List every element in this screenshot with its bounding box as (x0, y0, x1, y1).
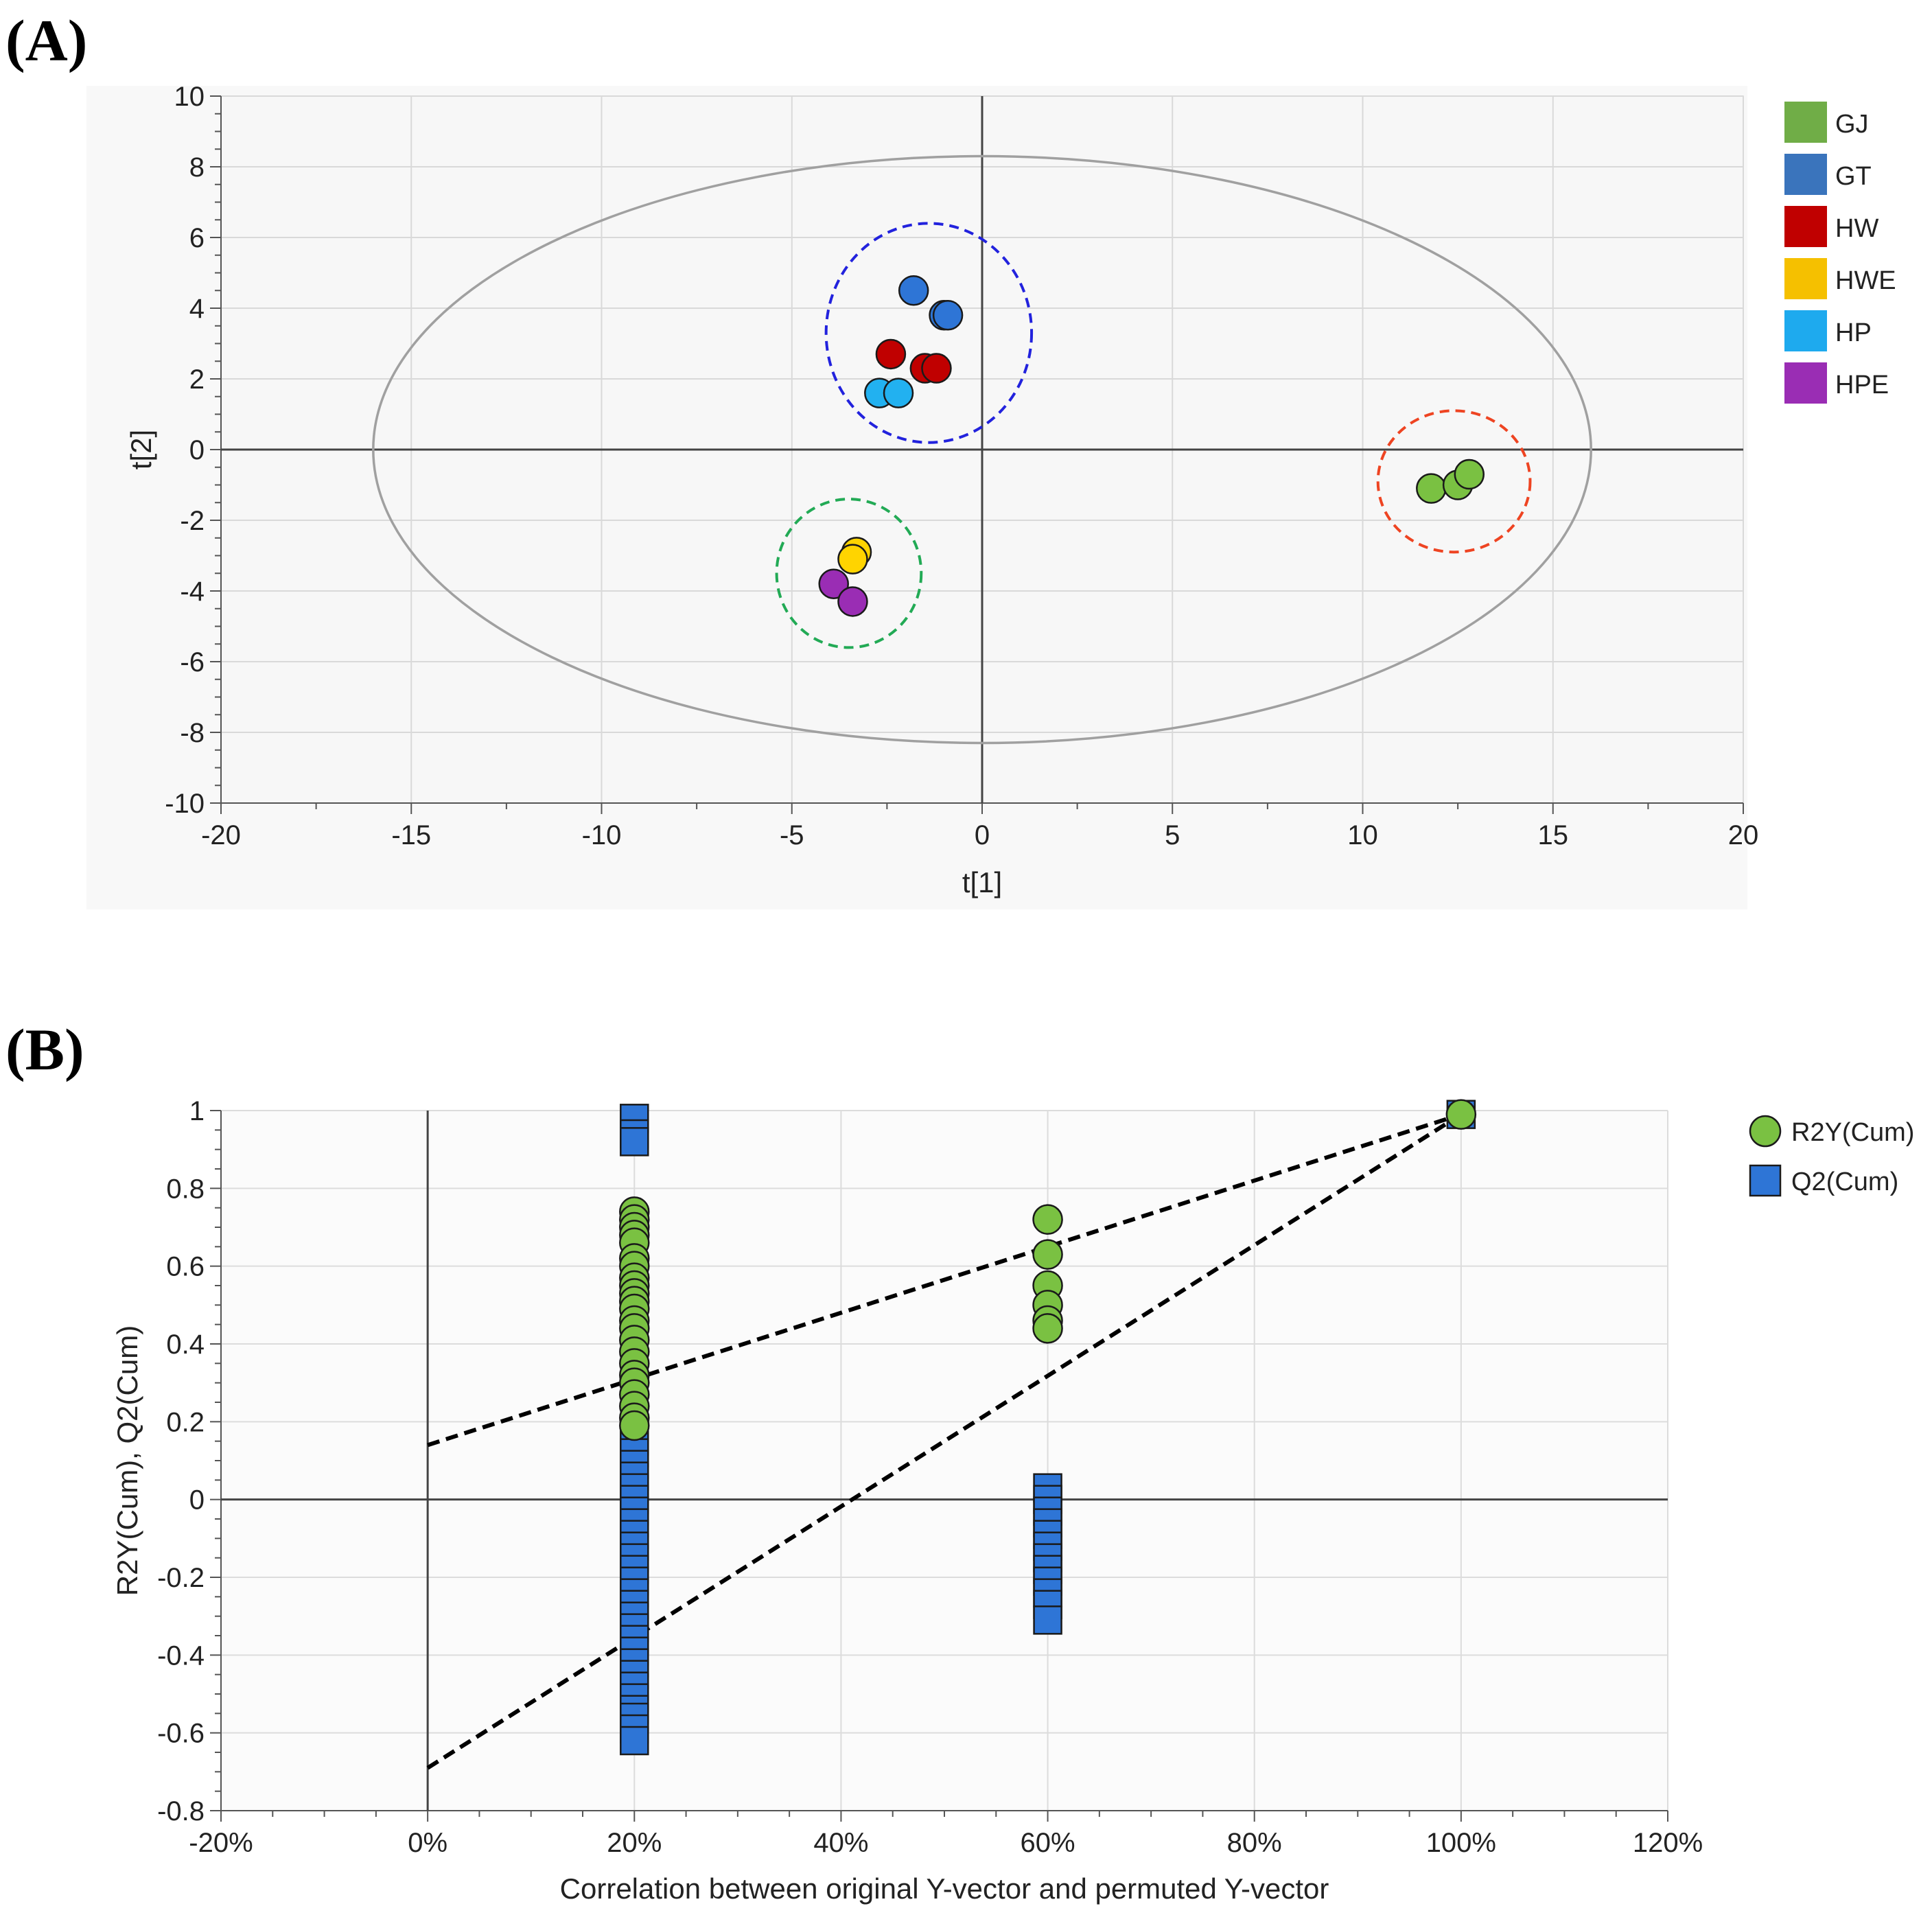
group-circle-1 (824, 222, 1034, 444)
legend-swatch-hpe (1784, 362, 1827, 404)
x-tick-label: 100% (1426, 1828, 1496, 1858)
y-tick-label: 0.4 (166, 1330, 205, 1360)
x-tick-label: 10 (1347, 820, 1378, 850)
point-hw (921, 353, 952, 384)
panel-a: (A) -20 -15 -10 -5 0 5 10 15 201086420-2-4-6-8-1… (5, 8, 1896, 909)
point-gt (932, 300, 964, 331)
plot-b-area (221, 1111, 1668, 1811)
y-tick-label: -8 (180, 718, 205, 748)
group-circle-3 (1376, 409, 1532, 554)
legend-swatch-hp (1784, 310, 1827, 351)
legend-label-hwe: HWE (1835, 266, 1896, 295)
x-tick-label: 0 (975, 820, 990, 850)
x-tick-label: 40% (813, 1828, 868, 1858)
point-hwe (837, 544, 868, 574)
r2y-point (1032, 1204, 1063, 1235)
x-tick-label: 15 (1538, 820, 1569, 850)
y-tick-label: -0.6 (157, 1719, 205, 1749)
x-tick-label: -20 (201, 820, 241, 850)
y-tick-label: -10 (165, 789, 205, 819)
plot-b-x-axis-label: Correlation between original Y-vector an… (560, 1872, 1329, 1905)
plot-a-axes (210, 95, 1744, 814)
y-tick-label: 8 (189, 152, 205, 183)
y-tick-label: -0.4 (157, 1640, 205, 1671)
point-hp (883, 378, 914, 408)
legend-label-hw: HW (1835, 214, 1878, 243)
hotelling-ellipse (372, 154, 1592, 745)
r2y-point (1032, 1313, 1063, 1344)
r2y-point (1032, 1239, 1063, 1270)
y-tick-label: -2 (180, 506, 205, 536)
y-tick-label: -0.2 (157, 1563, 205, 1593)
legend-label-q2: Q2(Cum) (1791, 1168, 1898, 1196)
y-tick-label: 2 (189, 364, 205, 395)
x-tick-label: 0% (408, 1828, 447, 1858)
legend-swatch-gt (1784, 154, 1827, 195)
plot-b-marks (619, 1099, 1477, 1756)
plot-b-regression-lines (426, 1112, 1463, 1770)
legend-swatch-hw (1784, 206, 1827, 247)
panel-a-label: (A) (5, 8, 87, 73)
y-tick-label: 1 (189, 1096, 205, 1126)
q2-point (1033, 1605, 1062, 1635)
point-hw (875, 338, 907, 370)
legend-label-gj: GJ (1835, 110, 1869, 139)
q2-point (620, 1127, 649, 1157)
plot-a-legend: GJ GT HW HWE HP HPE (1784, 102, 1896, 404)
y-tick-label: 0 (189, 1485, 205, 1516)
regression-line-r2y-cum- (427, 1112, 1462, 1448)
legend-label-r2y: R2Y(Cum) (1791, 1118, 1914, 1147)
legend-swatch-hwe (1784, 258, 1827, 299)
q2-point (620, 1726, 649, 1756)
plot-a-marks (818, 275, 1485, 617)
panel-b: (B) -20% 0% 20% 40% 60% 80% 100% 120% 1 0.8 0.6 0.4… (5, 1017, 1914, 1905)
y-tick-label: 0.8 (166, 1174, 205, 1204)
legend-label-hpe: HPE (1835, 371, 1889, 399)
point-hpe (818, 568, 849, 599)
r2y-point (1445, 1099, 1477, 1130)
x-tick-label: -20% (189, 1828, 253, 1858)
legend-label-gt: GT (1835, 162, 1872, 191)
plot-b-y-axis-label: R2Y(Cum), Q2(Cum) (111, 1325, 143, 1596)
legend-marker-r2y (1749, 1115, 1782, 1148)
x-tick-label: 5 (1165, 820, 1180, 850)
legend-label-hp: HP (1835, 318, 1872, 347)
y-tick-label: 0.2 (166, 1407, 205, 1437)
panel-b-label: (B) (5, 1017, 84, 1082)
y-tick-label: 0.6 (166, 1252, 205, 1282)
plot-a-y-axis-label: t[2] (125, 430, 157, 469)
legend-marker-q2 (1749, 1164, 1782, 1197)
y-tick-label: -6 (180, 647, 205, 677)
legend-swatch-gj (1784, 102, 1827, 143)
x-tick-label: 20% (607, 1828, 662, 1858)
y-tick-label: 6 (189, 223, 205, 253)
point-gj (1416, 473, 1447, 504)
x-tick-label: 60% (1021, 1828, 1075, 1858)
x-tick-label: 120% (1633, 1828, 1703, 1858)
point-gt (898, 275, 929, 306)
plot-b-tick-labels: -20% 0% 20% 40% 60% 80% 100% 120% 1 0.8 0.6 0.4 0.2 0… (157, 1096, 1703, 1858)
plot-b-axes (210, 1110, 1668, 1822)
regression-line-q2-cum- (426, 1113, 1463, 1770)
y-tick-label: 10 (174, 82, 205, 112)
plot-a-x-axis-label: t[1] (962, 866, 1002, 898)
plot-b-legend: R2Y(Cum) Q2(Cum) (1749, 1115, 1914, 1197)
point-gj (1454, 459, 1485, 490)
x-tick-label: -5 (780, 820, 804, 850)
r2y-point (619, 1410, 650, 1441)
y-tick-label: 4 (189, 294, 205, 324)
point-hpe (837, 586, 868, 617)
y-tick-label: -0.8 (157, 1796, 205, 1826)
x-tick-label: -15 (391, 820, 431, 850)
x-tick-label: -10 (582, 820, 622, 850)
x-tick-label: 20 (1728, 820, 1759, 850)
y-tick-label: 0 (189, 435, 205, 465)
y-tick-label: -4 (180, 577, 205, 607)
group-circle-2 (775, 498, 923, 649)
plot-a-ellipses (372, 154, 1592, 745)
x-tick-label: 80% (1227, 1828, 1282, 1858)
